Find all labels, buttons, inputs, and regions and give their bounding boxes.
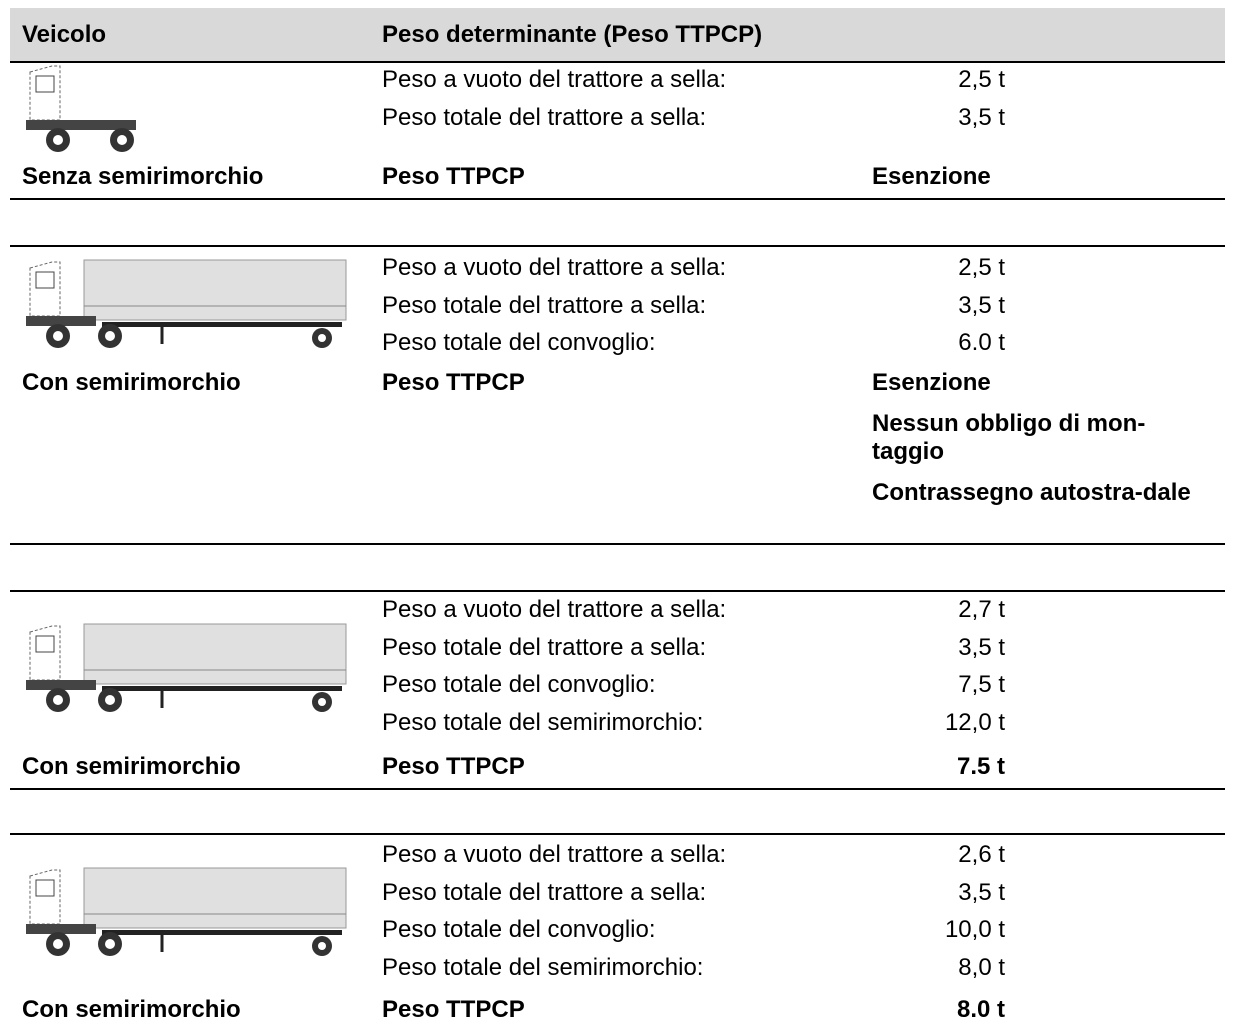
row-label: Peso totale del convoglio: (382, 916, 656, 943)
row-value: 6.0 t (958, 329, 1005, 356)
row-label: Peso totale del semirimorchio: (382, 953, 704, 981)
row-label: Peso totale del trattore a sella: (382, 633, 707, 661)
total-weight: 7.5 t (956, 753, 1005, 780)
block-rule (10, 590, 1225, 592)
header-rule (10, 61, 1225, 63)
row-value: 2,5 t (958, 66, 1005, 93)
vehicle-type: Con semirimorchio (22, 753, 241, 780)
result: Esenzione (872, 369, 991, 396)
header-vehicle: Veicolo (22, 21, 107, 48)
row-value: 3,5 t (958, 633, 1005, 661)
block-rule (10, 543, 1225, 545)
result: Contrassegno autostra-dale (872, 479, 1191, 506)
row-value: 12,0 t (944, 708, 1005, 736)
row-value: 3,5 t (958, 291, 1005, 319)
truck-icon (26, 623, 347, 712)
block-rule (10, 833, 1225, 835)
row-label: Peso totale del convoglio: (382, 329, 656, 356)
truck-icon (26, 65, 136, 152)
block-rule (10, 788, 1225, 790)
weight-label: Peso TTPCP (382, 753, 525, 780)
row-value: 3,5 t (958, 103, 1005, 131)
block-rule (10, 245, 1225, 247)
row-value: 8,0 t (958, 953, 1005, 981)
block-rule (10, 198, 1225, 200)
truck-icon (26, 867, 347, 956)
vehicle-type: Con semirimorchio (22, 996, 241, 1023)
row-label: Peso a vuoto del trattore a sella: (382, 841, 727, 868)
row-label: Peso a vuoto del trattore a sella: (382, 66, 727, 93)
row-label: Peso totale del trattore a sella: (382, 103, 707, 131)
result: Nessun obbligo di mon-taggio (872, 410, 1146, 465)
row-value: 7,5 t (958, 671, 1005, 698)
truck-icon (26, 259, 347, 348)
result-list: Esenzione (872, 163, 1217, 204)
row-value: 2,7 t (958, 596, 1005, 623)
row-value: 10,0 t (944, 916, 1005, 943)
weight-label: Peso TTPCP (382, 163, 525, 190)
row-value: 2,6 t (958, 841, 1005, 868)
row-label: Peso a vuoto del trattore a sella: (382, 254, 727, 281)
header-weight: Peso determinante (Peso TTPCP) (382, 21, 763, 48)
row-label: Peso totale del semirimorchio: (382, 708, 704, 736)
result: Esenzione (872, 163, 991, 190)
row-value: 3,5 t (958, 878, 1005, 906)
row-label: Peso a vuoto del trattore a sella: (382, 596, 727, 623)
vehicle-type: Con semirimorchio (22, 369, 241, 396)
vehicle-type: Senza semirimorchio (22, 163, 264, 190)
weight-label: Peso TTPCP (382, 996, 525, 1023)
total-weight: 8.0 t (956, 996, 1005, 1023)
row-value: 2,5 t (958, 254, 1005, 281)
header-bg (10, 8, 1225, 62)
result-list: Esenzione Nessun obbligo di mon-taggio Con… (872, 369, 1217, 520)
row-label: Peso totale del trattore a sella: (382, 291, 707, 319)
row-label: Peso totale del trattore a sella: (382, 878, 707, 906)
row-label: Peso totale del convoglio: (382, 671, 656, 698)
weight-label: Peso TTPCP (382, 369, 525, 396)
